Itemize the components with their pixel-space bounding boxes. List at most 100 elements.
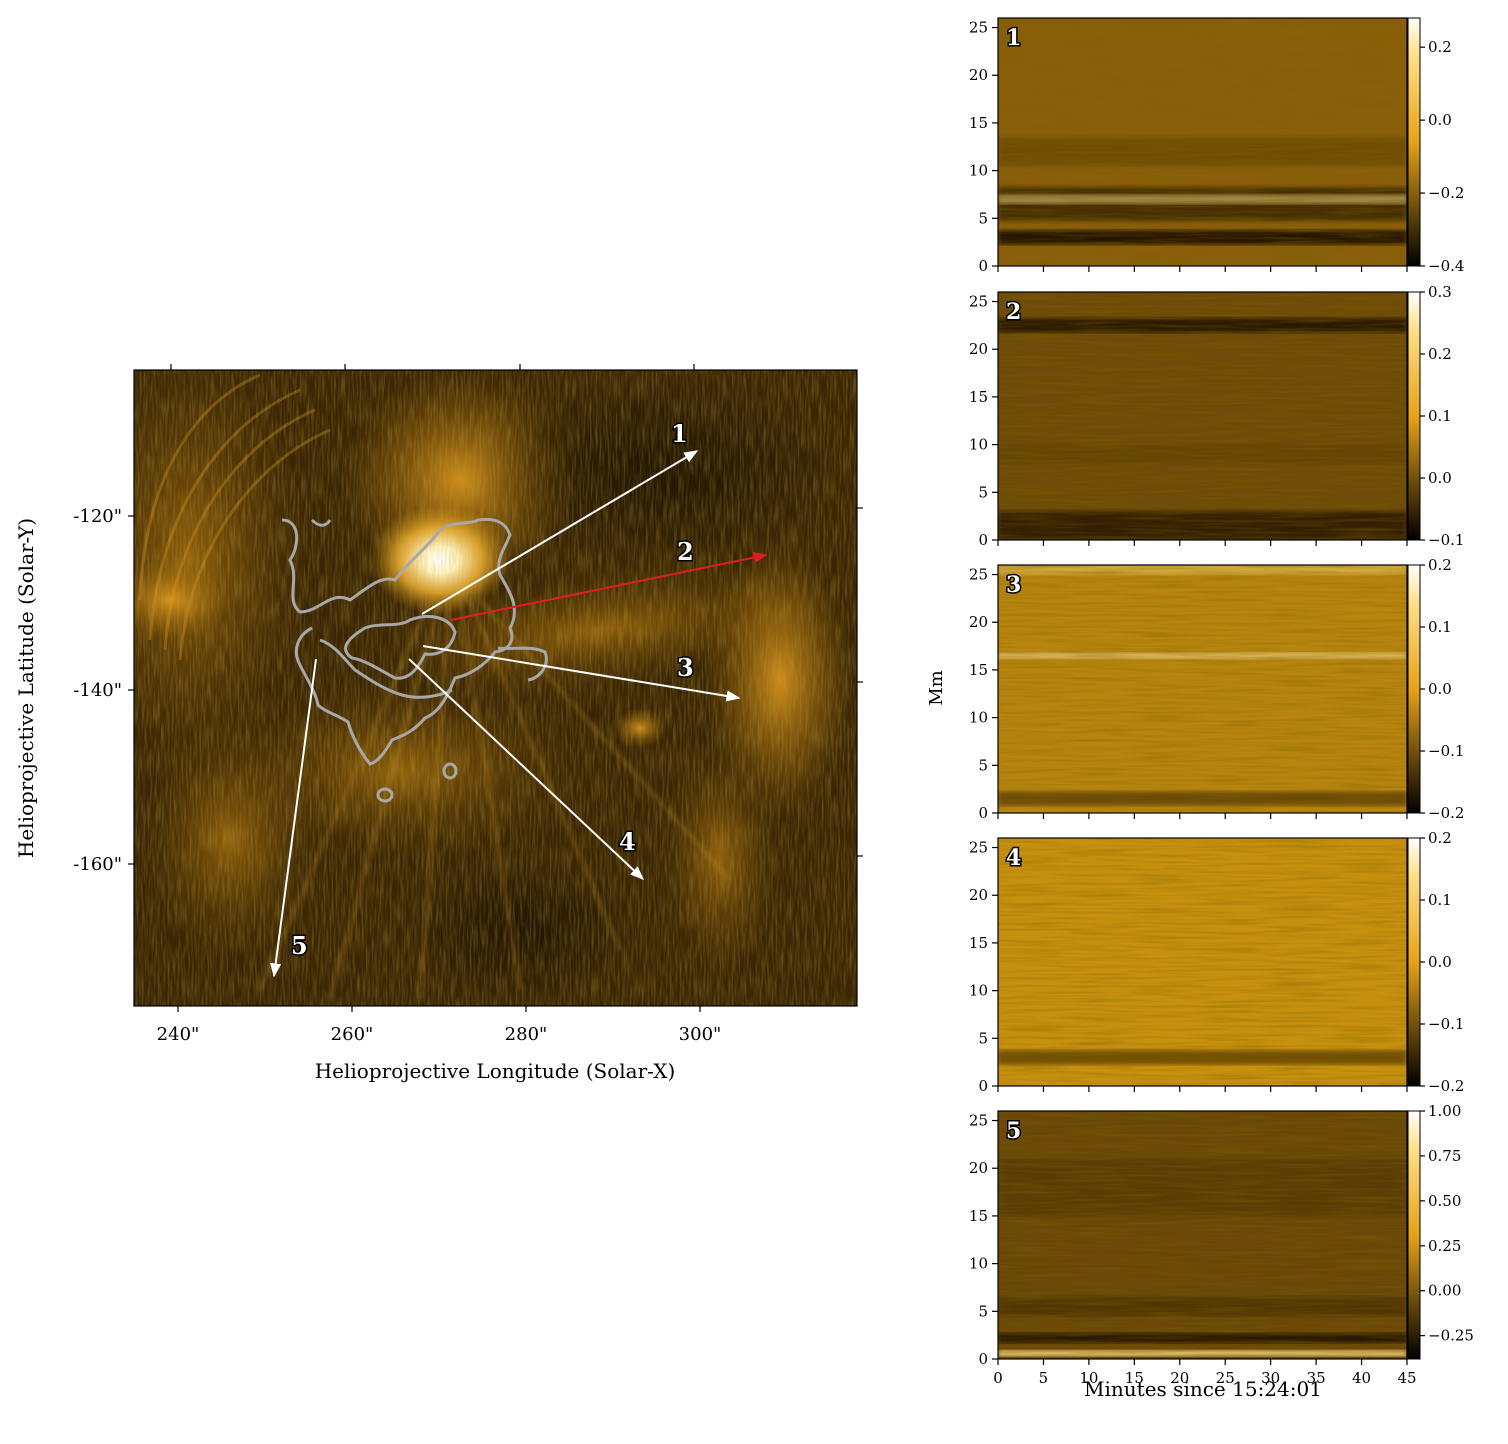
- td-y-tick-label: 5: [978, 756, 988, 774]
- td-image-3: [998, 565, 1407, 813]
- td-colorbar-1: 0.2 0.0 −0.2 −0.4: [1407, 17, 1464, 275]
- time-distance-panels: 105101520250.20.0−0.2−0.4205101520250.30…: [969, 17, 1474, 1368]
- td-x-tick-label: 45: [1397, 1369, 1416, 1387]
- td-y-axis-label: Mm: [926, 670, 947, 706]
- td-frame-1: [997, 17, 1408, 267]
- td-x-tick-label: 25: [1216, 1369, 1235, 1387]
- td-x-tick-label: 20: [1170, 1369, 1189, 1387]
- td-colorbar-tick-label: −0.4: [1428, 257, 1464, 275]
- td-colorbar-tick-label: −0.2: [1428, 184, 1464, 202]
- td-panel-label-1: 1: [1006, 25, 1021, 51]
- td-y-tick-label: 20: [969, 1159, 988, 1177]
- td-y-tick-label: 15: [969, 388, 988, 406]
- td-colorbar-tick-label: 0.2: [1428, 345, 1452, 363]
- td-frame-2: [997, 291, 1408, 541]
- slit-labels: 1 2 3 4 5: [290, 418, 696, 962]
- td-panel-4: 4 0 5 10 15 20 25 0.2 0.1 0.0 −0.1 −0.2: [969, 829, 1465, 1095]
- td-colorbar-tick-label: 0.00: [1428, 1282, 1461, 1300]
- slit-arrow-1: [421, 450, 699, 615]
- map-x-tick-280: 280": [505, 1024, 548, 1045]
- slit-arrow-4: [408, 658, 645, 880]
- td-y-tick-label: 10: [969, 709, 988, 727]
- td-y-tick-label: 10: [969, 982, 988, 1000]
- map-x-tick-240: 240": [157, 1024, 200, 1045]
- td-x-tick-label: 40: [1352, 1369, 1371, 1387]
- slit-arrows: [270, 450, 768, 978]
- slit-label-5: 5: [291, 931, 308, 960]
- td-image-5: [998, 1111, 1407, 1359]
- td-image-4: [998, 838, 1407, 1086]
- slit-label-4: 4: [619, 827, 636, 856]
- solar-map-panel: 1 2 3 4 5 240" 260" 280" 300" -120": [14, 364, 863, 1083]
- td-colorbar-tick-label: 0.25: [1428, 1237, 1461, 1255]
- td-y-tick-label: 25: [969, 1112, 988, 1130]
- td-panel-label-4: 4: [1006, 845, 1021, 871]
- td-y-tick-label: 0: [978, 257, 988, 275]
- td-x-ticks: 0 5 10 15 20 25 30 35 40 45: [993, 1369, 1416, 1387]
- td-colorbar-tick-label: 0.50: [1428, 1192, 1461, 1210]
- td-y-tick-label: 5: [978, 1029, 988, 1047]
- td-colorbar-5: 1.00 0.75 0.50 0.25 0.00 −0.25: [1407, 1102, 1474, 1360]
- slit-arrow-5: [270, 658, 317, 978]
- td-colorbar-tick-label: 0.0: [1428, 469, 1452, 487]
- td-y-tick-label: 25: [969, 839, 988, 857]
- td-panel-label-3: 3: [1006, 572, 1021, 598]
- td-panel-5: 5 0 5 10 15 20 25 1.00 0.75 0.50 0.25 0.00 −0.25: [969, 1102, 1474, 1368]
- td-x-tick-label: 30: [1261, 1369, 1280, 1387]
- td-colorbar-tick-label: 0.75: [1428, 1147, 1461, 1165]
- td-panel-label-5: 5: [1006, 1118, 1021, 1144]
- td-colorbar-tick-label: 0.2: [1428, 556, 1452, 574]
- td-y-tick-label: 10: [969, 1255, 988, 1273]
- td-y-tick-label: 10: [969, 162, 988, 180]
- map-y-tick-160: -160": [73, 854, 122, 875]
- td-colorbar-tick-label: 0.0: [1428, 953, 1452, 971]
- td-x-tick-label: 5: [1039, 1369, 1049, 1387]
- td-y-tick-label: 5: [978, 483, 988, 501]
- map-y-axis-label: Helioprojective Latitude (Solar-Y): [14, 518, 38, 858]
- td-colorbar-tick-label: 0.0: [1428, 111, 1452, 129]
- td-colorbar-tick-label: 0.2: [1428, 38, 1452, 56]
- td-colorbar-tick-label: 0.1: [1428, 618, 1452, 636]
- td-y-tick-label: 25: [969, 19, 988, 37]
- td-y-tick-label: 0: [978, 804, 988, 822]
- td-frame-4: [997, 837, 1408, 1087]
- map-ticks: [128, 364, 863, 1012]
- td-y-tick-label: 5: [978, 209, 988, 227]
- td-colorbar-tick-label: 0.2: [1428, 829, 1452, 847]
- td-y-tick-label: 15: [969, 114, 988, 132]
- td-colorbar-3: 0.2 0.1 0.0 −0.1 −0.2: [1407, 556, 1464, 822]
- td-y-tick-label: 0: [978, 1350, 988, 1368]
- td-y-tick-label: 10: [969, 436, 988, 454]
- td-frame-3: [997, 564, 1408, 814]
- td-panel-3: 3 0 5 10 15 20 25 0.2 0.1 0.0 −0.1 −0.2: [969, 556, 1465, 822]
- td-y-tick-label: 0: [978, 531, 988, 549]
- td-panel-label-2: 2: [1006, 299, 1021, 325]
- td-y-tick-label: 20: [969, 66, 988, 84]
- td-y-tick-label: 0: [978, 1077, 988, 1095]
- contour-lines: [281, 517, 548, 803]
- td-colorbar-tick-label: −0.2: [1428, 804, 1464, 822]
- map-frame: [133, 369, 858, 1007]
- td-y-tick-label: 25: [969, 293, 988, 311]
- td-image-1: [998, 18, 1407, 266]
- slit-arrow-3: [422, 645, 741, 702]
- map-x-tick-300: 300": [679, 1024, 722, 1045]
- td-image-2: [998, 292, 1407, 540]
- td-y-tick-label: 5: [978, 1302, 988, 1320]
- td-frame-5: [997, 1110, 1408, 1360]
- slit-label-1: 1: [671, 419, 688, 448]
- slit-arrow-2: [450, 552, 768, 621]
- map-y-tick-140: -140": [73, 680, 122, 701]
- td-colorbar-2: 0.3 0.2 0.1 0.0 −0.1: [1407, 283, 1464, 549]
- td-colorbar-tick-label: 0.1: [1428, 407, 1452, 425]
- td-y-tick-label: 15: [969, 1207, 988, 1225]
- td-y-tick-label: 15: [969, 661, 988, 679]
- td-y-tick-label: 25: [969, 566, 988, 584]
- slit-label-3: 3: [677, 653, 694, 682]
- slit-label-2: 2: [677, 537, 694, 566]
- td-y-tick-label: 20: [969, 340, 988, 358]
- td-colorbar-tick-label: 0.1: [1428, 891, 1452, 909]
